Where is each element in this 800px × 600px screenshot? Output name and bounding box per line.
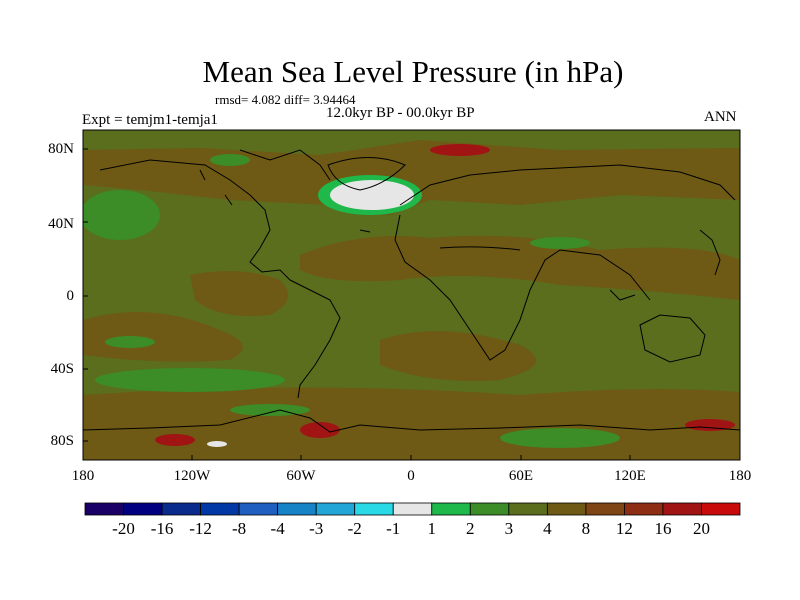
colorbar-label: 4 bbox=[543, 519, 552, 538]
colorbar-swatch bbox=[701, 502, 741, 516]
colorbar-label: 8 bbox=[581, 519, 591, 538]
atlantic-maximum-patch bbox=[330, 180, 414, 210]
colorbar-label: -3 bbox=[309, 519, 324, 538]
colorbar-label: -8 bbox=[232, 519, 247, 538]
season-label: ANN bbox=[704, 109, 737, 125]
lon-label-120w: 120W bbox=[173, 468, 211, 484]
colorbar-label: 12 bbox=[615, 519, 633, 538]
lat-label-0: 0 bbox=[66, 288, 75, 304]
colorbar-swatch bbox=[392, 502, 433, 516]
lon-label-180e: 180 bbox=[728, 468, 752, 484]
lon-label-120e: 120E bbox=[614, 468, 646, 484]
colorbar-swatch bbox=[546, 502, 587, 516]
experiment-label: Expt = temjm1-temja1 bbox=[82, 112, 218, 128]
colorbar-label: -20 bbox=[112, 519, 135, 538]
colorbar-swatch bbox=[238, 502, 279, 516]
colorbar-swatch bbox=[277, 502, 317, 516]
colorbar-swatch bbox=[161, 502, 201, 516]
lat-label-40n: 40N bbox=[48, 216, 74, 232]
map-title: Mean Sea Level Pressure (in hPa) bbox=[202, 54, 624, 89]
colorbar-label: 2 bbox=[466, 519, 475, 538]
lon-label-60w: 60W bbox=[286, 468, 316, 484]
colorbar-swatch bbox=[431, 502, 471, 516]
colorbar-label: -12 bbox=[189, 519, 212, 538]
axis-ticks bbox=[83, 148, 631, 460]
colorbar-label: -1 bbox=[386, 519, 401, 538]
colorbar-label: 16 bbox=[654, 519, 672, 538]
colorbar bbox=[84, 502, 741, 516]
stats-text: rmsd= 4.082 diff= 3.94464 bbox=[215, 92, 356, 107]
colorbar-label: -4 bbox=[270, 519, 285, 538]
colorbar-label: 3 bbox=[504, 519, 514, 538]
pressure-field bbox=[83, 130, 740, 460]
lon-label-180w: 180 bbox=[71, 468, 95, 484]
colorbar-swatch bbox=[662, 502, 702, 516]
colorbar-swatch bbox=[123, 502, 163, 516]
high-anomaly-regions bbox=[155, 144, 735, 446]
coastlines bbox=[83, 149, 740, 433]
lat-label-80s: 80S bbox=[50, 433, 74, 449]
colorbar-label: 20 bbox=[692, 519, 710, 538]
colorbar-swatch bbox=[508, 502, 548, 516]
colorbar-swatch bbox=[585, 502, 625, 516]
colorbar-label: -16 bbox=[150, 519, 174, 538]
period-text: 12.0kyr BP - 00.0kyr BP bbox=[326, 105, 475, 121]
colorbar-swatch bbox=[624, 502, 664, 516]
lon-label-60e: 60E bbox=[508, 468, 534, 484]
lon-label-0: 0 bbox=[407, 468, 415, 484]
colorbar-swatch bbox=[84, 502, 124, 516]
colorbar-label: 1 bbox=[427, 519, 437, 538]
lat-label-80n: 80N bbox=[48, 141, 74, 157]
colorbar-label: -2 bbox=[347, 519, 362, 538]
antarctic-maximum-patch bbox=[207, 441, 227, 447]
lat-label-40s: 40S bbox=[50, 361, 74, 377]
colorbar-swatch bbox=[469, 502, 510, 516]
colorbar-swatch bbox=[315, 502, 356, 516]
colorbar-swatch bbox=[354, 502, 394, 516]
colorbar-swatch bbox=[200, 502, 240, 516]
